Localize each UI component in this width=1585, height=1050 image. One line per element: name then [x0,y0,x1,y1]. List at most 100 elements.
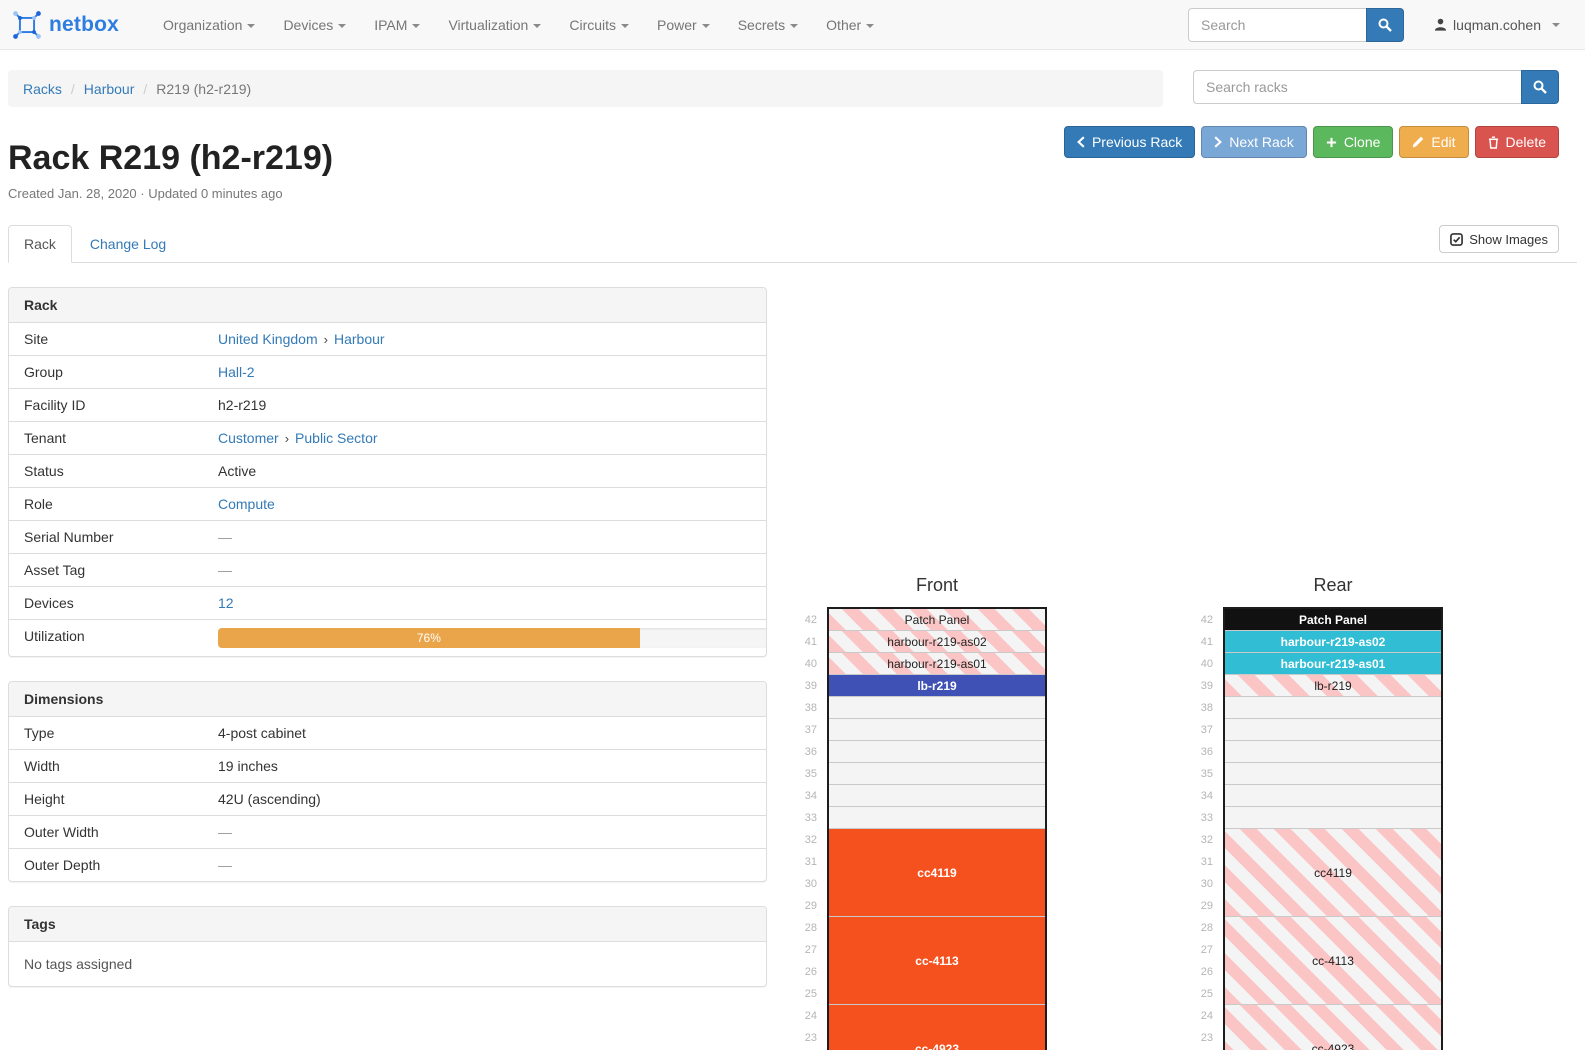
unit-number: 23 [804,1032,817,1045]
check-square-icon [1450,232,1464,246]
tab-change-log[interactable]: Change Log [74,225,184,262]
unit-number: 38 [1200,702,1213,715]
tags-empty-text: No tags assigned [24,956,133,973]
attribute-label: Group [24,364,63,381]
unit-number: 33 [1200,812,1213,825]
rack-unit-harbour-r219-as01[interactable]: harbour-r219-as01 [829,653,1045,676]
value-united-kingdom[interactable]: United Kingdom [218,331,318,348]
rack-unit-harbour-r219-as01[interactable]: harbour-r219-as01 [1225,653,1441,676]
nav-item-label: Other [826,16,862,33]
nav-item-power[interactable]: Power [643,2,724,48]
global-search-button[interactable] [1366,7,1405,42]
rack-unit-cc-4923[interactable]: cc-4923 [1225,1005,1441,1050]
unit-number: 28 [804,922,817,935]
breadcrumb-item-racks[interactable]: Racks [23,80,62,97]
attribute-value: Customer › Public Sector [206,422,766,454]
show-images-button[interactable]: Show Images [1439,225,1559,254]
rack-unit-label: harbour-r219-as01 [1280,656,1386,671]
rack-unit-cc4119[interactable]: cc4119 [1225,829,1441,918]
unit-number: 37 [804,724,817,737]
breadcrumb-separator: / [70,80,75,97]
value-separator: › [323,331,328,347]
rack-unit-harbour-r219-as02[interactable]: harbour-r219-as02 [1225,631,1441,654]
value-public-sector[interactable]: Public Sector [295,430,378,447]
unit-number: 36 [1200,746,1213,759]
chevron-down-icon [533,23,542,28]
attribute-row-type: Type 4-post cabinet [9,717,766,749]
breadcrumb-item-harbour[interactable]: Harbour [83,80,135,97]
unit-number: 25 [804,988,817,1001]
rack-unit-cc-4113[interactable]: cc-4113 [829,917,1045,1006]
unit-number: 32 [804,834,817,847]
attribute-label: Width [24,758,60,775]
value-compute[interactable]: Compute [218,496,275,513]
attribute-label: Serial Number [24,529,114,546]
rack-unit-empty [829,785,1045,808]
attribute-value: 42U (ascending) [206,783,766,815]
nav-item-secrets[interactable]: Secrets [724,2,812,48]
tab-rack[interactable]: Rack [8,225,74,264]
attribute-value: h2-r219 [206,389,766,421]
rack-unit-lb-r219[interactable]: lb-r219 [1225,675,1441,698]
rack-elevation-front: Front 42 41 40 39 38 37 36 35 34 33 32 31 30 29 28 27 26… [791,575,1047,1050]
action-buttons: Previous Rack Next Rack Clone Edit Delet… [1063,126,1559,158]
global-search-input[interactable] [1188,7,1367,42]
tab-bar: Rack Change Log Show Images [8,225,1577,264]
rack-unit-cc-4113[interactable]: cc-4113 [1225,917,1441,1006]
attribute-value: United Kingdom › Harbour [206,323,766,355]
unit-numbers: 42 41 40 39 38 37 36 35 34 33 32 31 30 29 28 27 26 25 24 23… [791,607,827,1050]
unit-number: 25 [1200,988,1213,1001]
unit-number: 23 [1200,1032,1213,1045]
rack-unit-empty [1225,719,1441,742]
rack-search-input[interactable] [1193,70,1521,104]
netbox-logo[interactable]: netbox [12,10,119,40]
rack-unit-empty [829,763,1045,786]
value-customer[interactable]: Customer [218,430,279,447]
nav-item-label: Power [657,16,697,33]
tab-label: Change Log [89,236,167,253]
attribute-row-site: Site United Kingdom › Harbour [9,323,766,355]
delete-button[interactable]: Delete [1474,126,1559,158]
rack-unit-lb-r219[interactable]: lb-r219 [829,675,1045,698]
attribute-value: Hall-2 [206,356,766,388]
nav-item-organization[interactable]: Organization [149,2,269,48]
nav-item-other[interactable]: Other [812,2,888,48]
username: luqman.cohen [1453,16,1541,33]
breadcrumb-separator: / [143,80,148,97]
chevron-left-icon [1077,136,1085,148]
unit-number: 24 [1200,1010,1213,1023]
user-menu[interactable]: luqman.cohen [1434,17,1560,33]
value-active: Active [218,463,257,480]
rack-unit-cc4119[interactable]: cc4119 [829,829,1045,918]
unit-number: 41 [1200,636,1213,649]
rack-panel: Rack Site United Kingdom › Harbour Group Hall… [8,287,767,658]
rack-unit-harbour-r219-as02[interactable]: harbour-r219-as02 [829,631,1045,654]
rack-unit-cc-4923[interactable]: cc-4923 [829,1005,1045,1050]
edit-button[interactable]: Edit [1399,126,1469,158]
nav-item-circuits[interactable]: Circuits [555,2,643,48]
nav-item-devices[interactable]: Devices [269,2,360,48]
rack-search-button[interactable] [1521,70,1559,104]
rack-unit-patch-panel[interactable]: Patch Panel [829,609,1045,632]
nav-item-ipam[interactable]: IPAM [360,2,434,48]
value-harbour[interactable]: Harbour [333,331,385,348]
next-rack-button[interactable]: Next Rack [1201,126,1307,158]
rack-unit-label: cc4119 [917,865,957,880]
unit-number: 42 [804,614,817,627]
unit-numbers: 42 41 40 39 38 37 36 35 34 33 32 31 30 29 28 27 26 25 24 23… [1187,607,1223,1050]
dimensions-panel: Dimensions Type 4-post cabinet Width 19 inc… [8,681,767,883]
rack-unit-empty [829,807,1045,830]
attribute-row-status: Status Active [9,454,766,487]
value-hall-2[interactable]: Hall-2 [218,364,255,381]
unit-number: 37 [1200,724,1213,737]
rack-unit-patch-panel[interactable]: Patch Panel [1225,609,1441,632]
rack-unit-empty [829,741,1045,764]
clone-button[interactable]: Clone [1312,126,1394,158]
unit-number: 39 [1200,680,1213,693]
nav-item-label: Circuits [569,16,617,33]
chevron-right-icon [1214,136,1223,148]
value-42u-ascending: 42U (ascending) [218,791,321,808]
value-12[interactable]: 12 [218,595,234,612]
nav-item-virtualization[interactable]: Virtualization [434,2,555,48]
previous-rack-button[interactable]: Previous Rack [1063,126,1196,158]
